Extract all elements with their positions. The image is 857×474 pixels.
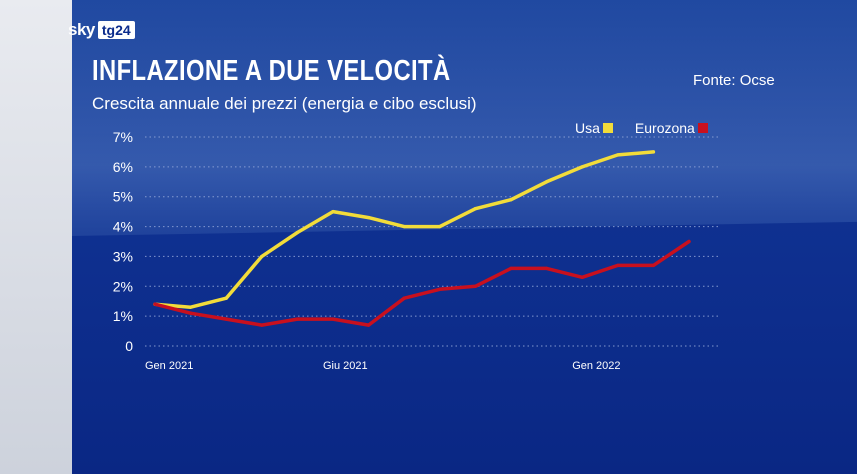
data-point-eurozona — [224, 317, 228, 321]
y-tick-label: 7% — [113, 129, 133, 145]
data-point-eurozona — [545, 266, 549, 270]
y-tick-label: 4% — [113, 219, 133, 235]
y-tick-label: 2% — [113, 278, 133, 294]
data-point-usa — [509, 198, 513, 202]
data-point-usa — [545, 180, 549, 184]
data-point-eurozona — [295, 317, 299, 321]
data-point-usa — [331, 210, 335, 214]
logo-sky-text: sky — [68, 20, 95, 39]
chart-legend: Usa Eurozona — [575, 120, 724, 136]
data-point-eurozona — [260, 323, 264, 327]
data-point-eurozona — [438, 287, 442, 291]
logo-tg24-text: tg24 — [97, 21, 135, 39]
series-line-eurozona — [153, 239, 691, 327]
skytg24-logo: sky tg24 — [68, 20, 135, 40]
data-point-usa — [402, 224, 406, 229]
data-point-eurozona — [580, 275, 584, 279]
data-point-usa — [224, 296, 228, 300]
left-side-strip — [0, 0, 72, 474]
y-tick-label: 1% — [113, 308, 133, 324]
data-point-usa — [189, 305, 193, 309]
data-point-eurozona — [153, 302, 157, 306]
legend-swatch-usa — [602, 123, 613, 133]
chart-title: INFLAZIONE A DUE VELOCITÀ — [92, 55, 451, 87]
data-point-usa — [295, 230, 299, 235]
series-line-usa — [153, 150, 656, 309]
legend-label-usa: Usa — [575, 120, 600, 136]
data-point-usa — [651, 150, 656, 154]
chart-subtitle: Crescita annuale dei prezzi (energia e c… — [92, 94, 477, 113]
data-point-usa — [616, 153, 620, 157]
x-tick-label: Gen 2021 — [145, 360, 193, 372]
data-point-eurozona — [509, 266, 513, 270]
data-point-eurozona — [402, 296, 406, 300]
legend-item-eurozona: Eurozona — [635, 120, 708, 136]
data-point-eurozona — [687, 239, 691, 244]
x-tick-label: Gen 2022 — [572, 360, 620, 372]
legend-swatch-eurozona — [697, 123, 708, 133]
data-point-eurozona — [331, 317, 335, 321]
data-point-usa — [367, 216, 371, 220]
legend-label-eurozona: Eurozona — [634, 120, 695, 136]
x-tick-label: Giu 2021 — [323, 360, 368, 372]
data-point-eurozona — [473, 284, 477, 288]
chart-panel — [72, 0, 857, 474]
data-point-usa — [260, 254, 264, 259]
data-point-eurozona — [616, 263, 620, 267]
y-tick-label: 6% — [113, 159, 133, 175]
y-tick-label: 5% — [113, 189, 133, 205]
data-point-eurozona — [651, 263, 656, 267]
data-point-eurozona — [189, 311, 193, 315]
chart-source: Fonte: Ocse — [693, 72, 775, 89]
data-point-usa — [438, 224, 442, 229]
data-point-eurozona — [367, 323, 371, 327]
legend-item-usa: Usa — [575, 120, 613, 136]
y-tick-label: 3% — [113, 248, 133, 264]
data-point-usa — [473, 207, 477, 211]
y-tick-label: 0 — [125, 338, 133, 354]
data-point-usa — [580, 165, 584, 169]
